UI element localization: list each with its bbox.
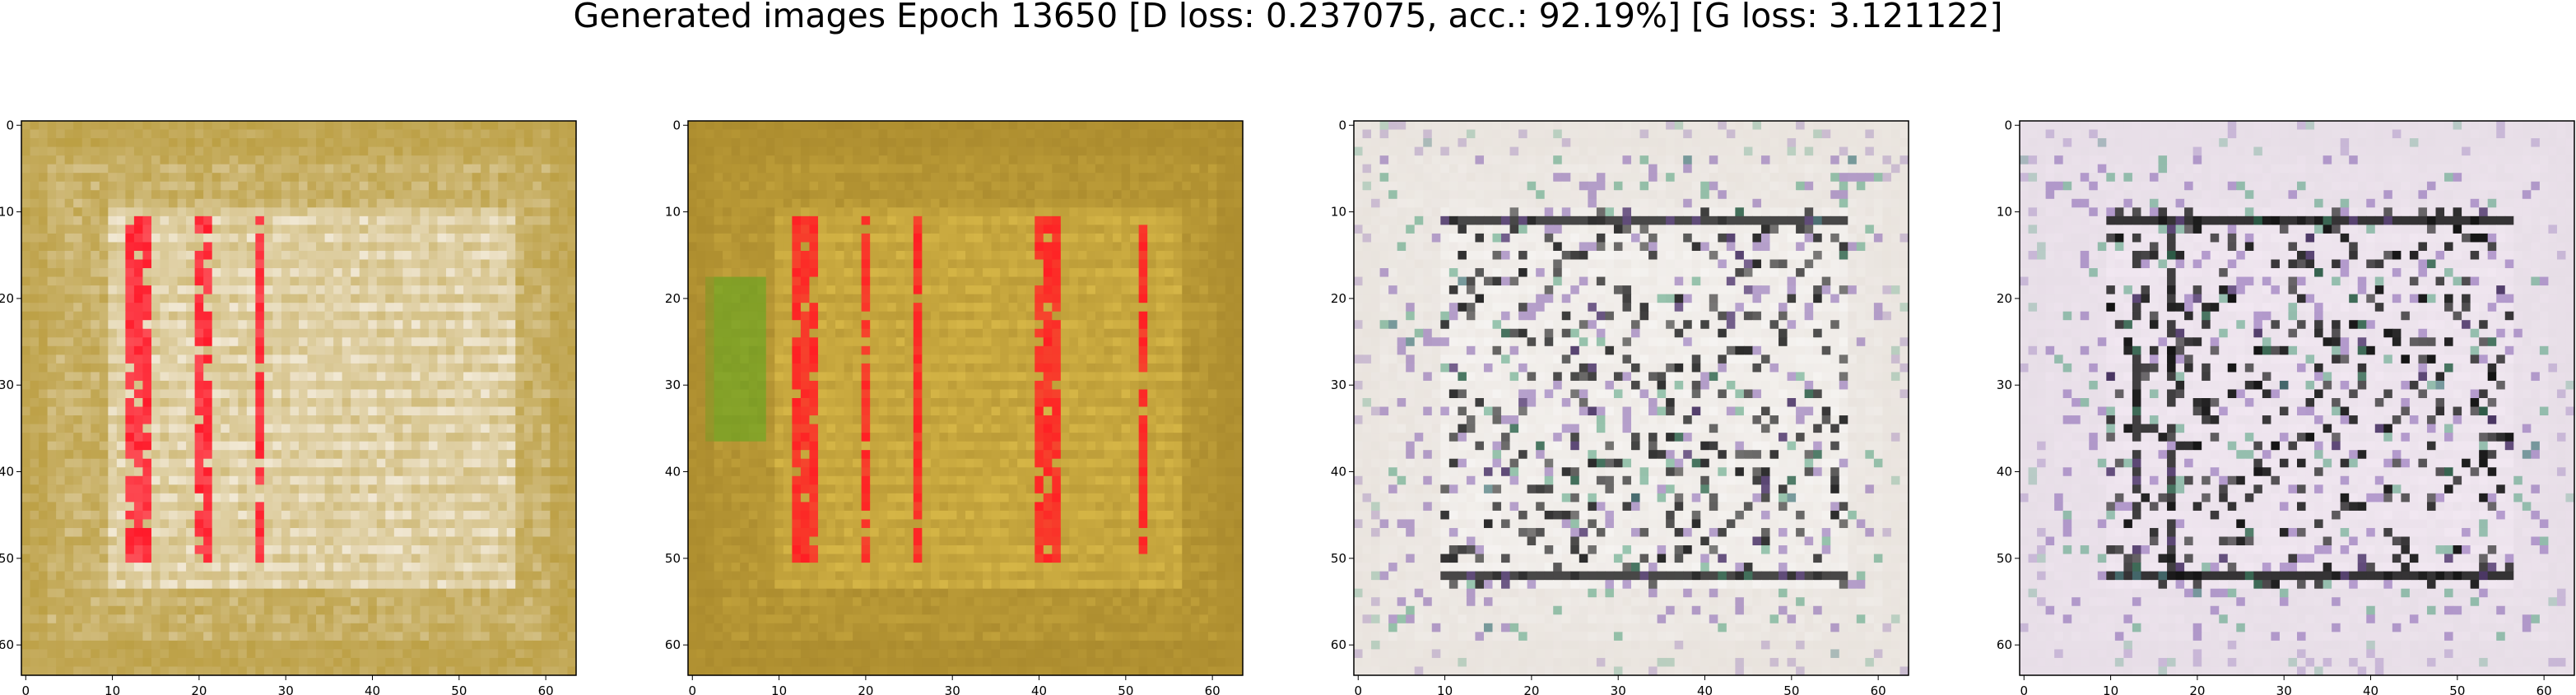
y-tick-label: 30 [0, 378, 14, 392]
x-tick-label: 20 [858, 683, 873, 695]
y-tick-label: 50 [1331, 551, 1346, 566]
x-tick-label: 20 [2189, 683, 2205, 695]
generated-image-2-frame [687, 120, 1244, 676]
x-tick-label: 40 [365, 683, 380, 695]
x-tick-label: 20 [1523, 683, 1539, 695]
x-tick-label: 30 [278, 683, 294, 695]
generated-image-2-pixels [688, 121, 1244, 676]
x-tick-label: 60 [2536, 683, 2552, 695]
y-tick-label: 10 [1997, 205, 2012, 220]
generated-image-1: 0 10 20 30 40 50 60 0 10 20 30 40 50 60 [0, 118, 577, 695]
generated-image-3-pixels [1354, 121, 1909, 676]
y-tick-label: 30 [1997, 378, 2012, 392]
y-tick-label: 60 [665, 637, 681, 652]
y-tick-label: 60 [0, 637, 14, 652]
x-tick-label: 30 [945, 683, 960, 695]
y-tick-label: 50 [1997, 551, 2012, 566]
x-tick-label: 50 [451, 683, 467, 695]
x-tick-label: 50 [1118, 683, 1133, 695]
generated-image-4-pixels [2020, 121, 2575, 676]
x-tick-label: 30 [1611, 683, 1626, 695]
x-tick-label: 0 [1354, 683, 1362, 695]
generated-image-1-pixels [21, 121, 577, 676]
x-tick-label: 10 [105, 683, 120, 695]
y-tick-label: 20 [665, 291, 681, 306]
x-tick-label: 20 [191, 683, 207, 695]
y-tick-label: 20 [0, 291, 14, 306]
y-tick-label: 0 [6, 118, 14, 132]
x-tick-label: 0 [2020, 683, 2028, 695]
x-tick-label: 0 [688, 683, 696, 695]
x-tick-label: 30 [2276, 683, 2292, 695]
y-tick-label: 10 [1331, 205, 1346, 220]
x-tick-label: 50 [2449, 683, 2465, 695]
x-tick-label: 10 [771, 683, 787, 695]
y-tick-label: 0 [2004, 118, 2012, 132]
x-tick-label: 10 [2103, 683, 2118, 695]
generated-image-2: 0 10 20 30 40 50 60 0 10 20 30 40 50 60 [665, 118, 1244, 695]
y-tick-label: 50 [665, 551, 681, 566]
y-tick-label: 30 [665, 378, 681, 392]
y-tick-label: 0 [1338, 118, 1346, 132]
x-tick-label: 0 [21, 683, 30, 695]
y-tick-label: 40 [0, 465, 14, 480]
y-tick-label: 60 [1997, 637, 2012, 652]
generated-image-4: 0 10 20 30 40 50 60 0 10 20 30 40 50 60 [1997, 118, 2575, 695]
x-tick-label: 50 [1783, 683, 1799, 695]
generated-image-3: 0 10 20 30 40 50 60 0 10 20 30 40 50 60 [1331, 118, 1909, 695]
x-tick-label: 60 [1871, 683, 1886, 695]
generated-image-1-frame [21, 120, 577, 676]
y-tick-label: 10 [0, 205, 14, 220]
y-tick-label: 20 [1331, 291, 1346, 306]
y-tick-label: 20 [1997, 291, 2012, 306]
y-tick-label: 40 [1997, 465, 2012, 480]
y-tick-label: 40 [665, 465, 681, 480]
x-tick-label: 40 [1031, 683, 1047, 695]
y-tick-label: 50 [0, 551, 14, 566]
y-tick-label: 60 [1331, 637, 1346, 652]
y-tick-label: 0 [672, 118, 681, 132]
x-tick-label: 10 [1437, 683, 1453, 695]
figure-title: Generated images Epoch 13650 [D loss: 0.… [573, 0, 2003, 35]
generated-image-4-frame [2019, 120, 2575, 676]
x-tick-label: 40 [2363, 683, 2378, 695]
y-tick-label: 10 [665, 205, 681, 220]
y-tick-label: 40 [1331, 465, 1346, 480]
y-tick-label: 30 [1331, 378, 1346, 392]
x-tick-label: 60 [538, 683, 554, 695]
x-tick-label: 60 [1205, 683, 1221, 695]
x-tick-label: 40 [1697, 683, 1713, 695]
generated-image-3-frame [1353, 120, 1909, 676]
